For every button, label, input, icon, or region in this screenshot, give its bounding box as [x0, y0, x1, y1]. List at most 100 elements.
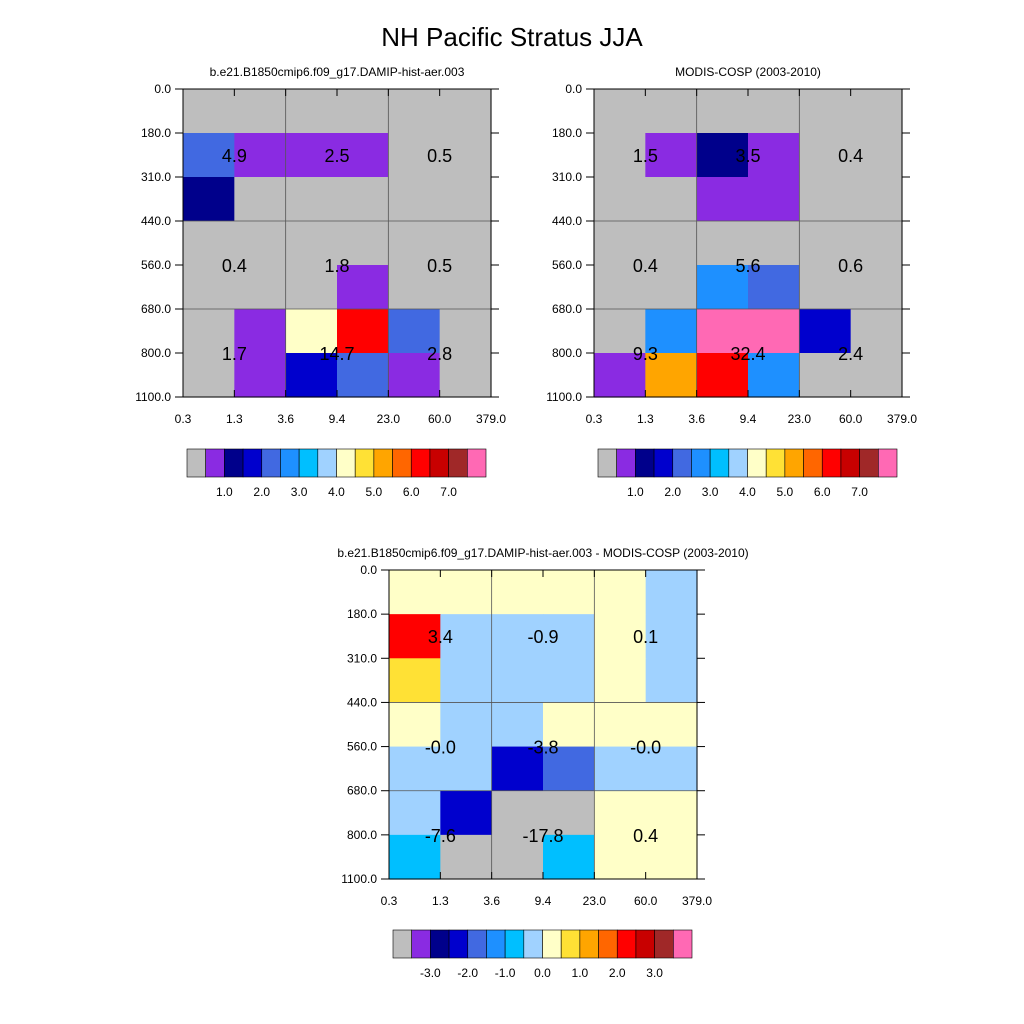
panel-title: b.e21.B1850cmip6.f09_g17.DAMIP-hist-aer.… — [337, 546, 748, 560]
panel-title: b.e21.B1850cmip6.f09_g17.DAMIP-hist-aer.… — [210, 65, 465, 79]
heatmap-cell — [234, 177, 287, 222]
heatmap-cell — [850, 133, 903, 178]
heatmap-cell — [234, 353, 287, 398]
heatmap-cell — [285, 353, 338, 398]
y-tick-label: 0.0 — [360, 563, 377, 577]
heatmap-cell — [748, 221, 800, 266]
colorbar-box — [635, 929, 655, 959]
colorbar-label: 2.0 — [609, 966, 626, 980]
colorbar-box — [354, 448, 375, 478]
colorbar-box — [598, 929, 618, 959]
heatmap-cell — [285, 89, 338, 134]
y-tick-label: 0.0 — [154, 82, 171, 96]
heatmap-cell — [234, 221, 287, 266]
colorbar-box — [467, 448, 487, 478]
data-label: 32.4 — [730, 344, 765, 364]
heatmap-cell — [337, 221, 389, 266]
colorbar-label: 7.0 — [440, 485, 457, 499]
heatmap-cell — [234, 133, 287, 178]
colorbar-box — [523, 929, 543, 959]
heatmap-cell — [543, 746, 595, 792]
colorbar-label: 6.0 — [814, 485, 831, 499]
heatmap-cell — [183, 265, 235, 310]
heatmap-cell — [594, 746, 647, 792]
y-tick-label: 1100.0 — [341, 872, 377, 886]
colorbar-box — [280, 448, 300, 478]
heatmap-cell — [543, 570, 595, 615]
heatmap-cell — [491, 658, 544, 704]
heatmap-cell — [645, 702, 698, 748]
x-tick-label: 1.3 — [432, 894, 449, 908]
data-label: 1.5 — [633, 146, 658, 166]
data-label: 0.1 — [633, 627, 658, 647]
data-label: 0.4 — [633, 256, 658, 276]
heatmap-cell — [799, 177, 852, 222]
heatmap-cell — [748, 265, 800, 310]
y-tick-label: 180.0 — [141, 126, 171, 140]
colorbar-box — [672, 448, 692, 478]
colorbar-box — [878, 448, 898, 478]
colorbar-label: 3.0 — [291, 485, 308, 499]
heatmap-cell — [645, 746, 698, 792]
colorbar-box — [616, 929, 637, 959]
heatmap-cell — [285, 177, 338, 222]
heatmap-cell — [696, 265, 749, 310]
data-label: -7.6 — [425, 826, 456, 846]
colorbar-box — [504, 929, 525, 959]
colorbar-label: 4.0 — [328, 485, 345, 499]
colorbar-box — [392, 448, 412, 478]
x-tick-label: 3.6 — [277, 412, 294, 426]
y-tick-label: 180.0 — [552, 126, 582, 140]
colorbar-box — [410, 448, 431, 478]
colorbar-label: 3.0 — [646, 966, 663, 980]
colorbar-label: -1.0 — [495, 966, 516, 980]
colorbar-box — [747, 448, 767, 478]
colorbar-box — [597, 448, 617, 478]
y-tick-label: 0.0 — [565, 82, 582, 96]
x-tick-label: 379.0 — [887, 412, 917, 426]
heatmap-cell — [594, 570, 647, 615]
y-tick-label: 560.0 — [141, 258, 171, 272]
colorbar-label: 1.0 — [572, 966, 589, 980]
heatmap-cell — [439, 133, 492, 178]
heatmap-cell — [389, 614, 441, 659]
heatmap-cell — [439, 265, 492, 310]
x-tick-label: 60.0 — [634, 894, 658, 908]
heatmap-cell — [645, 177, 698, 222]
heatmap-cell — [440, 614, 493, 659]
heatmap-cell — [439, 177, 492, 222]
heatmap-cell — [696, 177, 749, 222]
data-label: 5.6 — [735, 256, 760, 276]
colorbar-label: -3.0 — [420, 966, 441, 980]
data-label: 3.5 — [735, 146, 760, 166]
heatmap-cell — [234, 89, 287, 134]
heatmap-cell — [696, 221, 749, 266]
data-label: 1.7 — [222, 344, 247, 364]
heatmap-cell — [440, 746, 493, 792]
heatmap-cell — [337, 353, 389, 398]
heatmap-cell — [491, 702, 544, 748]
heatmap-cell — [285, 309, 338, 354]
heatmap-cell — [440, 702, 493, 748]
x-tick-label: 9.4 — [329, 412, 346, 426]
heatmap-cell — [748, 177, 800, 222]
heatmap-cell — [645, 570, 698, 615]
data-label: 0.4 — [222, 256, 247, 276]
colorbar-box — [467, 929, 487, 959]
heatmap-cell — [183, 89, 235, 134]
heatmap-cell — [285, 133, 338, 178]
colorbar-box — [560, 929, 581, 959]
heatmap-cell — [748, 309, 800, 354]
colorbar-box — [728, 448, 748, 478]
heatmap-cell — [543, 834, 595, 880]
heatmap-cell — [440, 658, 493, 704]
heatmap-cell — [645, 309, 698, 354]
heatmap-cell — [337, 177, 389, 222]
colorbar-box — [653, 448, 674, 478]
colorbar-label: 4.0 — [739, 485, 756, 499]
heatmap-cell — [645, 658, 698, 704]
heatmap-cell — [389, 570, 441, 615]
x-tick-label: 23.0 — [377, 412, 401, 426]
heatmap-cell — [388, 265, 441, 310]
